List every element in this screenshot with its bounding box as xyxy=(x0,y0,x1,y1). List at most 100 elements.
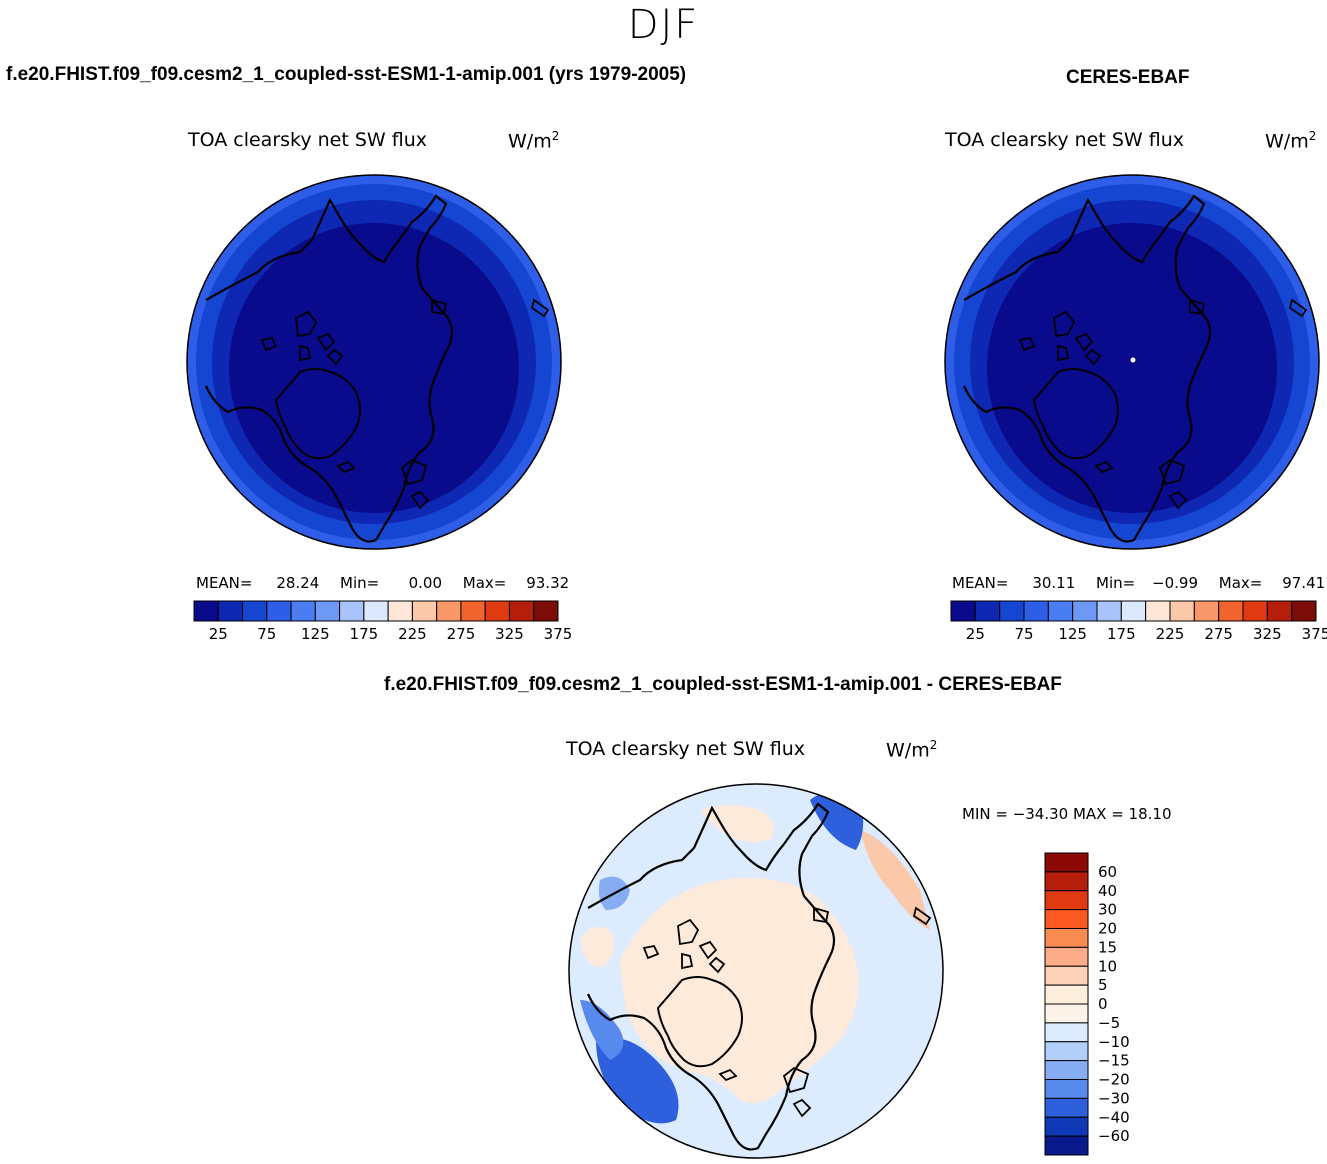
panel-1-contours xyxy=(187,175,561,549)
panel-1-colorbar-swatch xyxy=(460,600,486,622)
panel-2-colorbar-swatch xyxy=(950,600,976,622)
panel-1-colorbar-swatch xyxy=(387,600,413,622)
panel-3-colorbar-tick-label: 5 xyxy=(1098,976,1108,994)
panel-2-units-sup: 2 xyxy=(1308,129,1317,143)
panel-1-max: 93.32 xyxy=(526,574,570,592)
panel-3-colorbar-tick-label: 0 xyxy=(1098,995,1108,1013)
panel-3-colorbar-tick-label: −40 xyxy=(1098,1108,1130,1126)
panel-1-colorbar-swatch xyxy=(266,600,292,622)
panel-3-colorbar-tick-label: 30 xyxy=(1098,901,1117,919)
panel-2-mean-label: MEAN= xyxy=(952,574,1009,592)
panel-2-colorbar-tick-label: 125 xyxy=(1058,625,1087,643)
panel-3-colorbar-tick-label: 20 xyxy=(1098,920,1117,938)
panel-2-colorbar-swatch xyxy=(1291,600,1317,622)
panel-2-coastline xyxy=(962,194,1212,543)
panel-2-colorbar-swatch xyxy=(1023,600,1049,622)
panel-2-colorbar-swatch xyxy=(999,600,1025,622)
panel-1-mean-label: MEAN= xyxy=(196,574,253,592)
panel-1-islands xyxy=(260,298,550,510)
panel-2-colorbar-swatch xyxy=(1266,600,1293,622)
panel-2-stats: MEAN= 30.11 Min= −0.99 Max= 97.41 xyxy=(952,574,1325,592)
panel-1-colorbar-swatch xyxy=(339,600,365,622)
panel-3-colorbar-swatch xyxy=(1044,1041,1089,1062)
panel-3-colorbar-swatch xyxy=(1044,1060,1089,1080)
panel-3-positive-patch-3 xyxy=(860,830,930,930)
panel-1-colorbar-swatch xyxy=(290,600,316,622)
panel-3-map xyxy=(569,784,943,1158)
panel-1-units: W/m2 xyxy=(508,129,559,152)
panel-2-max: 97.41 xyxy=(1282,574,1326,592)
panel-3-colorbar-swatch xyxy=(1044,946,1089,967)
panel-1-map xyxy=(187,175,561,549)
panel-1-colorbar-tick-label: 175 xyxy=(350,625,379,643)
panel-2-units: W/m2 xyxy=(1265,129,1316,152)
panel-2-min: −0.99 xyxy=(1152,574,1199,592)
panel-1-contour-level-0 xyxy=(229,223,519,513)
panel-2-max-label: Max= xyxy=(1218,574,1263,592)
panel-3-colorbar-swatch xyxy=(1044,1116,1089,1137)
panel-2-greenland xyxy=(1032,368,1119,460)
panel-1-colorbar-swatch xyxy=(508,600,535,622)
panel-1-colorbar-tick-label: 275 xyxy=(447,625,476,643)
season-title: DJF xyxy=(627,2,700,48)
panel-1-colorbar: 25 75 125 175 225 275 325 375 xyxy=(193,600,573,643)
panel-2-colorbar-swatch xyxy=(1169,600,1195,622)
panel-1-colorbar-tick-label: 75 xyxy=(257,625,276,643)
panel-3-colorbar-swatch xyxy=(1044,965,1089,986)
panel-2-map xyxy=(945,175,1319,549)
panel-3-positive-patch-1 xyxy=(580,926,614,967)
panel-3-negative-patch-3 xyxy=(580,1000,624,1060)
panel-1-colorbar-swatch xyxy=(363,600,389,622)
panel-3-map-border xyxy=(568,783,944,1159)
panel-3-colorbar-swatch xyxy=(1044,1079,1089,1099)
panel-3-units-text: W/m xyxy=(886,739,930,762)
panel-2-colorbar-swatch xyxy=(1218,600,1244,622)
panel-2-contour-level-0 xyxy=(987,223,1277,513)
panel-3-colorbar-swatch xyxy=(1044,1135,1089,1156)
panel-1-colorbar-tick-label: 225 xyxy=(398,625,427,643)
panel-3-colorbar-tick-label: −60 xyxy=(1098,1127,1130,1145)
panel-3-colorbar-swatch xyxy=(1044,928,1089,948)
panel-2-colorbar-swatch xyxy=(1242,600,1268,622)
panel-1-greenland xyxy=(274,368,361,460)
panel-1-colorbar-swatch xyxy=(484,600,510,622)
panel-2-colorbar-swatch xyxy=(1096,600,1122,622)
panel-1-colorbar-swatch xyxy=(314,600,341,622)
panel-2-colorbar-swatch xyxy=(1193,600,1220,622)
panel-2-colorbar-tick-label: 25 xyxy=(966,625,985,643)
panel-2-case-title: CERES-EBAF xyxy=(1066,67,1190,88)
panel-3-colorbar-swatch xyxy=(1044,890,1089,911)
panel-1-colorbar-swatch xyxy=(193,600,219,622)
panel-1-colorbar-swatch xyxy=(533,600,559,622)
panel-2-colorbar-tick-label: 75 xyxy=(1014,625,1033,643)
panel-3-colorbar-swatch xyxy=(1044,871,1089,892)
panel-2-colorbar-tick-label: 375 xyxy=(1302,625,1327,643)
panel-1-colorbar-tick-label: 125 xyxy=(301,625,330,643)
panel-1-max-label: Max= xyxy=(462,574,507,592)
panel-1-colorbar-tick-label: 325 xyxy=(495,625,524,643)
panel-2-colorbar-swatch xyxy=(1072,600,1098,622)
panel-3-colorbar-tick-label: −30 xyxy=(1098,1089,1130,1107)
panel-1-plot-title: TOA clearsky net SW flux xyxy=(188,129,428,151)
panel-2-islands xyxy=(1018,298,1308,510)
panel-1-colorbar-swatch xyxy=(217,600,244,622)
panel-3-colorbar-swatch xyxy=(1044,1097,1089,1118)
panel-2-colorbar: 25 75 125 175 225 275 325 375 xyxy=(950,600,1327,643)
panel-3-units: W/m2 xyxy=(886,738,937,761)
panel-3-colorbar-tick-label: −15 xyxy=(1098,1052,1130,1070)
panel-3-colorbar-tick-label: −20 xyxy=(1098,1071,1130,1089)
panel-1-colorbar-swatch xyxy=(411,600,438,622)
panel-2-mean: 30.11 xyxy=(1032,574,1076,592)
panel-3-colorbar-tick-label: −5 xyxy=(1098,1014,1120,1032)
panel-3-minmax: MIN = −34.30 MAX = 18.10 xyxy=(962,805,1172,823)
panel-1-colorbar-tick-label: 375 xyxy=(544,625,573,643)
panel-3-colorbar-tick-label: 40 xyxy=(1098,882,1117,900)
panel-1-map-border xyxy=(186,174,562,550)
panel-3-positive-patch-2 xyxy=(700,805,774,842)
panel-1-min: 0.00 xyxy=(408,574,443,592)
panel-3-negative-patch-2 xyxy=(596,1037,679,1124)
panel-1-colorbar-swatch xyxy=(436,600,462,622)
panel-3-colorbar-swatch xyxy=(1044,984,1089,1005)
panel-3-colorbar-tick-label: 15 xyxy=(1098,938,1117,956)
